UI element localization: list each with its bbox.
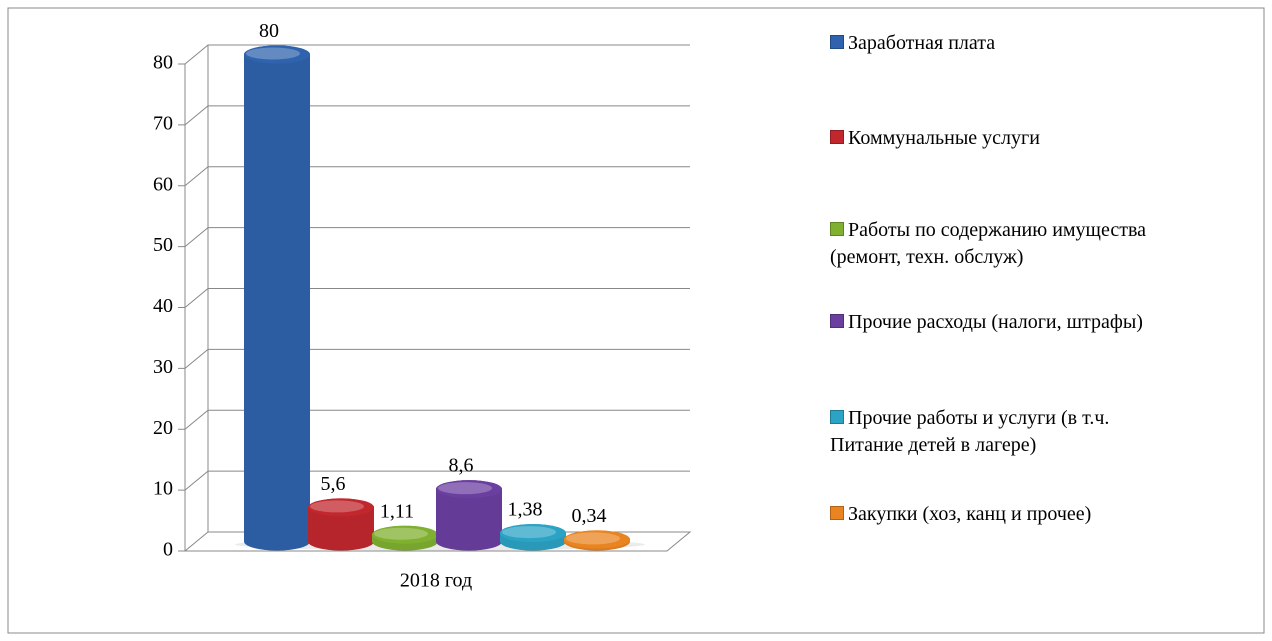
x-tick-label: 2018 год [400, 570, 472, 592]
legend-swatch [830, 222, 844, 236]
value-label: 5,6 [321, 473, 346, 495]
grid-line [184, 348, 690, 369]
grid-line [184, 44, 690, 65]
grid-line [184, 227, 690, 248]
legend-label: Коммунальные услуги [848, 127, 1040, 149]
legend-label: Прочие работы и услуги (в т.ч. Питание д… [830, 407, 1110, 456]
bar [308, 498, 374, 551]
y-tick-label: 80 [153, 52, 173, 74]
value-label: 8,6 [449, 455, 474, 477]
legend-label: Закупки (хоз, канц и прочее) [848, 503, 1092, 525]
bar [500, 524, 566, 551]
grid-line [184, 470, 690, 491]
y-tick-label: 70 [153, 112, 173, 134]
y-tick-label: 30 [153, 356, 173, 378]
bar [564, 530, 630, 551]
legend-label: Прочие расходы (налоги, штрафы) [848, 311, 1143, 333]
y-tick-label: 20 [153, 417, 173, 439]
value-label: 1,38 [508, 499, 543, 521]
legend-item: Прочие работы и услуги (в т.ч. Питание д… [830, 405, 1160, 459]
grid-line [184, 409, 690, 430]
legend-label: Заработная плата [848, 32, 996, 54]
value-label: 0,34 [572, 505, 607, 527]
y-tick-label: 0 [163, 539, 173, 561]
y-tick-label: 10 [153, 478, 173, 500]
legend-swatch [830, 35, 844, 49]
bar [436, 480, 502, 551]
legend-swatch [830, 130, 844, 144]
y-tick-label: 40 [153, 295, 173, 317]
y-tick-label: 50 [153, 234, 173, 256]
y-tick-label: 60 [153, 173, 173, 195]
chart-frame [7, 7, 1265, 634]
legend-item: Прочие расходы (налоги, штрафы) [830, 309, 1160, 336]
value-label: 1,11 [380, 500, 414, 522]
bar [372, 525, 438, 551]
legend-label: Работы по содержанию имущества (ремонт, … [830, 219, 1146, 268]
value-label: 80 [259, 20, 279, 42]
legend-swatch [830, 506, 844, 520]
legend-swatch [830, 314, 844, 328]
bar [244, 45, 310, 551]
legend-swatch [830, 410, 844, 424]
legend-item: Работы по содержанию имущества (ремонт, … [830, 217, 1160, 271]
grid-line [184, 105, 690, 126]
legend-item: Заработная плата [830, 30, 1160, 57]
grid-line [184, 166, 690, 187]
grid-line [184, 288, 690, 308]
legend-item: Закупки (хоз, канц и прочее) [830, 501, 1160, 528]
legend-item: Коммунальные услуги [830, 125, 1160, 152]
